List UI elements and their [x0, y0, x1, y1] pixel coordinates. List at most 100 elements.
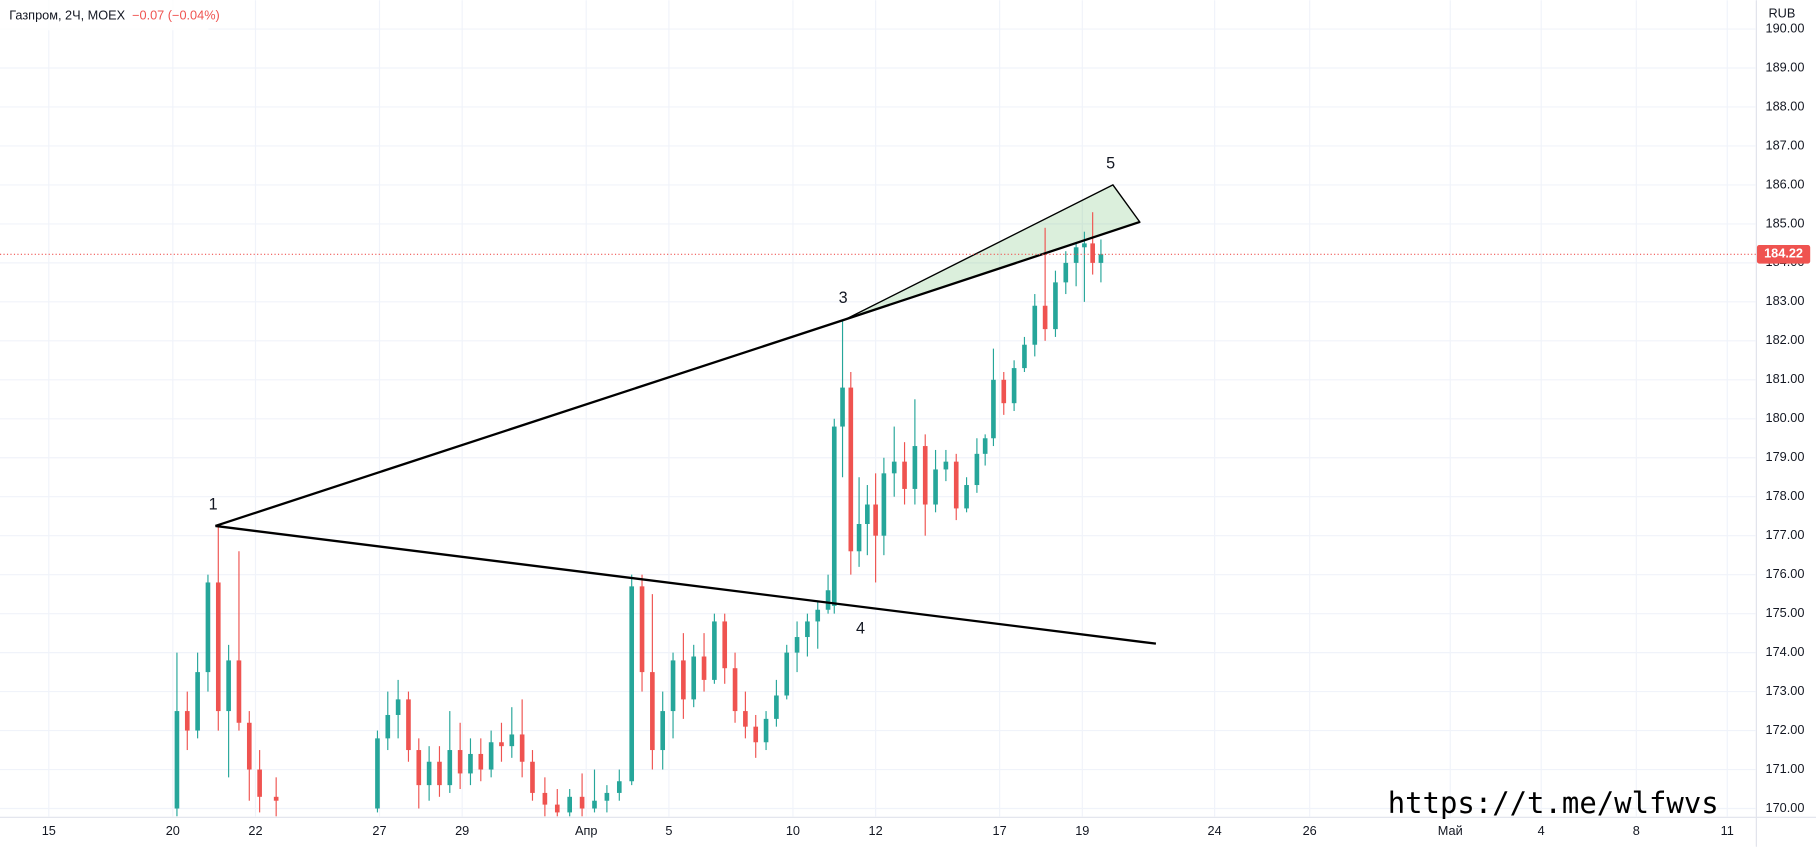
- candle-body: [1053, 282, 1058, 330]
- y-tick-label: 189.00: [1766, 59, 1805, 74]
- candle-body: [488, 742, 494, 770]
- candle-body: [763, 718, 769, 743]
- candle-body: [922, 446, 928, 505]
- y-tick-label: 188.00: [1766, 98, 1805, 113]
- candle-body: [519, 734, 525, 762]
- y-tick-label: 182.00: [1766, 332, 1805, 347]
- y-tick-label: 185.00: [1766, 215, 1805, 230]
- y-tick-label: 173.00: [1766, 683, 1805, 698]
- y-tick-label: 187.00: [1766, 137, 1805, 152]
- candle-body: [753, 726, 759, 743]
- x-tick-label: Май: [1438, 823, 1463, 838]
- candle-body: [964, 485, 969, 509]
- candle-body: [592, 800, 597, 809]
- trendline: [215, 524, 1157, 645]
- candle-body: [881, 473, 887, 536]
- symbol-header: Газпром, 2Ч, MOEX −0.07 (−0.04%): [9, 8, 219, 23]
- candle-body: [205, 582, 211, 673]
- candle-body: [681, 660, 686, 700]
- candle-body: [567, 796, 573, 813]
- candle-body: [542, 792, 548, 805]
- last-price-label: 184.22: [1764, 246, 1803, 261]
- candle-body: [604, 792, 610, 801]
- candle-body: [375, 738, 380, 809]
- trendline: [215, 220, 1141, 528]
- candle-body: [873, 504, 878, 536]
- x-tick-label: Апр: [575, 823, 597, 838]
- candle-body: [831, 426, 837, 606]
- candle-body: [933, 469, 938, 505]
- candle-body: [953, 461, 959, 509]
- wave-label: 1: [209, 495, 218, 513]
- candle-body: [784, 652, 790, 696]
- candle-body: [236, 660, 242, 723]
- candle-body: [1063, 262, 1069, 283]
- candle-body: [865, 504, 870, 525]
- candle-body: [650, 672, 655, 751]
- candle-body: [554, 804, 560, 813]
- y-tick-label: 177.00: [1766, 527, 1805, 542]
- wave-label: 3: [839, 289, 848, 307]
- candle-body: [974, 453, 980, 486]
- y-tick-label: 183.00: [1766, 293, 1805, 308]
- y-tick-label: 174.00: [1766, 644, 1805, 659]
- wave-label: 4: [856, 619, 865, 637]
- candle-body: [722, 621, 728, 669]
- candle-body: [416, 750, 422, 786]
- x-tick-label: 22: [248, 823, 262, 838]
- y-tick-label: 186.00: [1766, 176, 1805, 191]
- x-tick-label: 4: [1538, 823, 1545, 838]
- candle-body: [509, 734, 515, 747]
- symbol-title: Газпром, 2Ч, MOEX: [9, 8, 125, 23]
- x-tick-label: 11: [1721, 823, 1734, 838]
- candle-body: [848, 387, 854, 552]
- candle-body: [670, 660, 676, 712]
- candle-body: [273, 796, 279, 801]
- candle-body: [943, 461, 949, 470]
- grid: [0, 0, 1756, 817]
- candle-body: [1082, 243, 1087, 248]
- candle-body: [1090, 243, 1095, 263]
- candle-body: [1011, 368, 1017, 404]
- candle-body: [1098, 254, 1104, 263]
- y-tick-label: 178.00: [1766, 488, 1805, 503]
- candle-body: [530, 761, 535, 793]
- candle-body: [174, 711, 180, 809]
- header-bg: [0, 0, 209, 31]
- candle-body: [437, 761, 442, 786]
- candle-body: [457, 750, 463, 774]
- candle-body: [805, 621, 810, 638]
- x-tick-label: 10: [786, 823, 800, 838]
- x-tick-label: 20: [166, 823, 180, 838]
- candle-body: [743, 711, 748, 727]
- candle-body: [660, 711, 666, 751]
- x-tick-label: 27: [372, 823, 386, 838]
- candle-body: [426, 761, 432, 786]
- candle-body: [701, 656, 707, 680]
- y-tick-label: 190.00: [1766, 20, 1805, 35]
- candle-body: [499, 742, 504, 747]
- currency: RUB: [1769, 5, 1796, 20]
- candle-body: [840, 387, 845, 427]
- candle-body: [1032, 305, 1038, 345]
- candle-body: [639, 586, 645, 673]
- watermark: https://t.me/wlfwvs: [1388, 786, 1719, 820]
- candle-body: [579, 796, 585, 809]
- candle-body: [856, 524, 862, 552]
- candle-body: [902, 461, 907, 489]
- x-tick-label: 19: [1075, 823, 1089, 838]
- y-tick-label: 171.00: [1766, 761, 1805, 776]
- price-change: −0.07 (−0.04%): [132, 8, 220, 23]
- x-tick-label: 26: [1303, 823, 1317, 838]
- candle-body: [1001, 379, 1007, 404]
- candle-body: [246, 722, 252, 770]
- x-tick-label: 5: [665, 823, 672, 838]
- candle-body: [732, 668, 738, 712]
- y-tick-label: 176.00: [1766, 566, 1805, 581]
- candle-body: [226, 660, 231, 712]
- candle-body: [774, 695, 779, 719]
- candle-body: [257, 769, 262, 797]
- candle-body: [478, 753, 484, 770]
